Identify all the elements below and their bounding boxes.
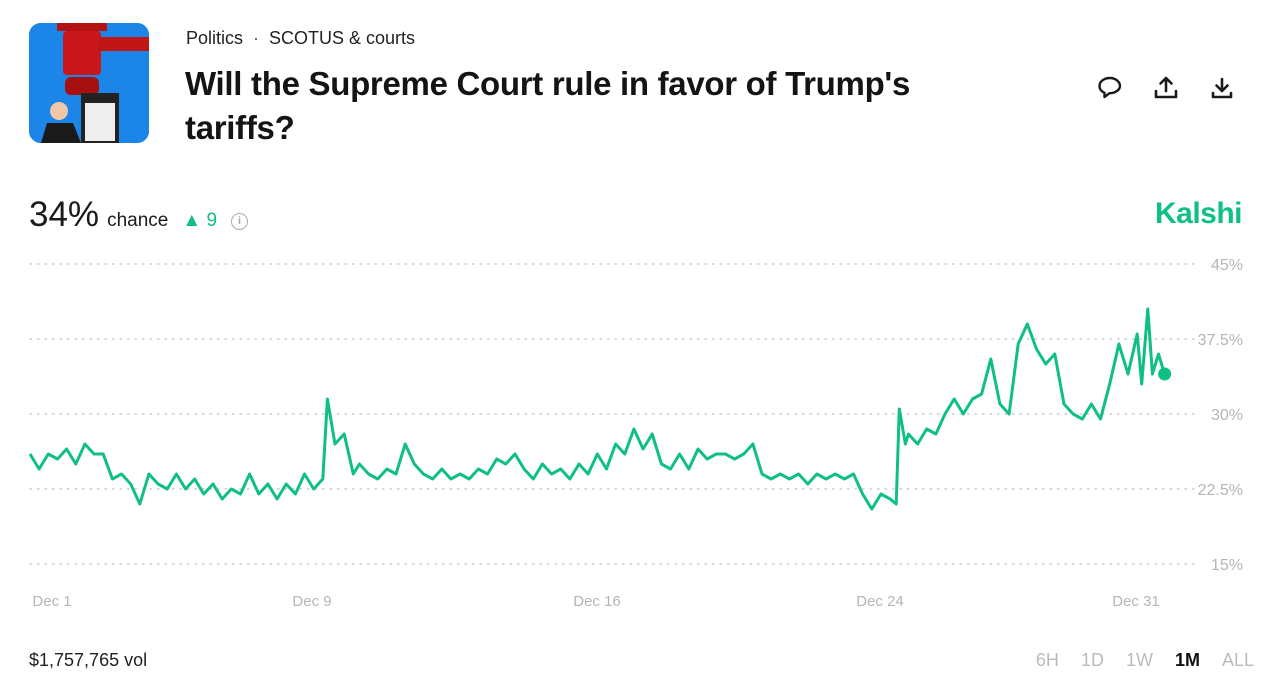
volume: $1,757,765 vol [29,650,148,670]
range-all[interactable]: ALL [1221,650,1254,670]
market-thumbnail [29,23,149,143]
range-selector: 6H 1D 1W 1M ALL [1036,650,1254,671]
y-tick-label: 37.5% [1198,332,1243,349]
breadcrumb-scotus-courts[interactable]: SCOTUS & courts [269,28,416,48]
range-6h[interactable]: 6H [1035,650,1059,670]
breadcrumb-separator: · [253,28,260,48]
page-title: Will the Supreme Court rule in favor of … [185,65,911,146]
y-tick-label: 30% [1211,407,1243,424]
price-line [28,307,1167,511]
change-delta: ▲ 9 [182,210,217,232]
share-icon[interactable] [1152,74,1180,102]
chance-label: chance [107,210,169,231]
gavel-image [29,23,149,143]
range-1m[interactable]: 1M [1174,650,1200,670]
y-tick-label: 15% [1211,557,1243,574]
range-1w[interactable]: 1W [1125,650,1153,670]
y-tick-label: 45% [1211,257,1243,274]
download-icon[interactable] [1208,74,1236,102]
breadcrumb: Politics · SCOTUS & courts [186,28,415,49]
comment-icon[interactable] [1096,74,1124,102]
y-tick-label: 22.5% [1198,482,1243,499]
x-tick-label: Dec 24 [856,593,904,610]
chance-percent: 34% [29,195,100,234]
x-tick-label: Dec 16 [573,593,621,610]
brand-logo: Kalshi [1154,197,1243,230]
probability-summary: 34% chance ▲ 9 i [29,195,249,235]
current-price-dot [1158,367,1172,381]
info-icon[interactable]: i [231,212,249,230]
change-value: 9 [206,210,218,231]
triangle-up-icon: ▲ [182,210,202,231]
x-tick-label: Dec 31 [1112,593,1160,610]
range-1d[interactable]: 1D [1080,650,1104,670]
header-actions [1096,74,1236,102]
x-tick-label: Dec 1 [32,593,71,610]
x-tick-label: Dec 9 [292,593,331,610]
breadcrumb-politics[interactable]: Politics [186,28,244,48]
